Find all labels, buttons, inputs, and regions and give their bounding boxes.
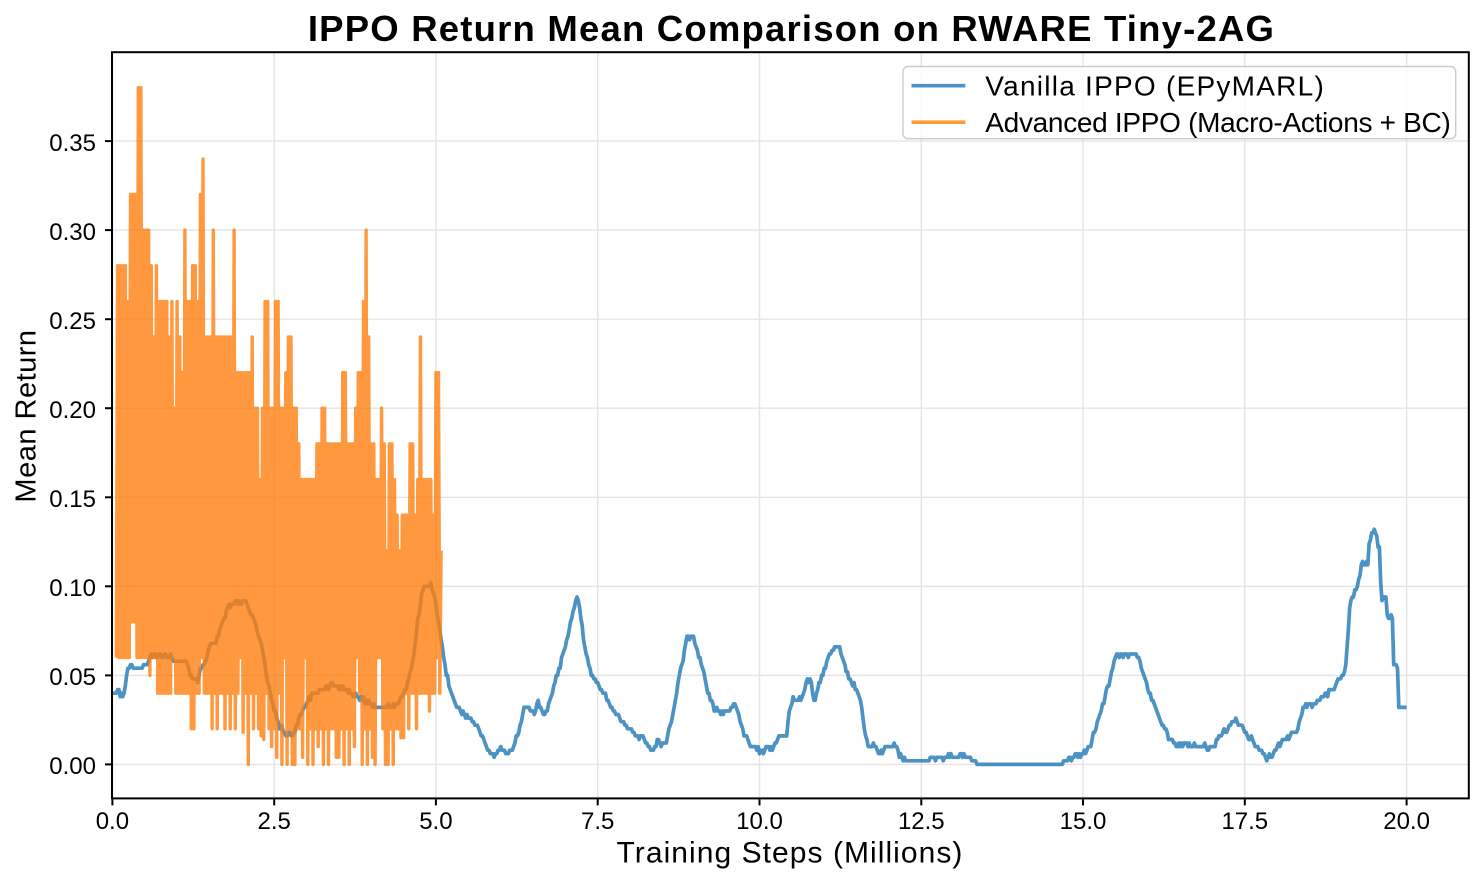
svg-text:12.5: 12.5 xyxy=(898,808,945,835)
svg-text:0.10: 0.10 xyxy=(49,575,96,602)
svg-text:IPPO Return Mean Comparison on: IPPO Return Mean Comparison on RWARE Tin… xyxy=(308,8,1275,49)
svg-text:15.0: 15.0 xyxy=(1060,808,1107,835)
svg-text:0.35: 0.35 xyxy=(49,130,96,157)
svg-text:Training Steps (Millions): Training Steps (Millions) xyxy=(617,837,964,870)
svg-text:0.05: 0.05 xyxy=(49,664,96,691)
svg-text:5.0: 5.0 xyxy=(419,808,452,835)
svg-text:10.0: 10.0 xyxy=(736,808,783,835)
svg-text:0.15: 0.15 xyxy=(49,486,96,513)
svg-text:0.20: 0.20 xyxy=(49,397,96,424)
svg-text:0.00: 0.00 xyxy=(49,753,96,780)
svg-text:7.5: 7.5 xyxy=(581,808,614,835)
svg-text:0.0: 0.0 xyxy=(96,808,129,835)
svg-text:Advanced IPPO (Macro-Actions +: Advanced IPPO (Macro-Actions + BC) xyxy=(985,107,1450,138)
svg-text:0.25: 0.25 xyxy=(49,308,96,335)
svg-text:Mean Return: Mean Return xyxy=(11,329,43,502)
svg-text:0.30: 0.30 xyxy=(49,219,96,246)
svg-text:17.5: 17.5 xyxy=(1221,808,1268,835)
svg-text:20.0: 20.0 xyxy=(1383,808,1430,835)
svg-text:Vanilla IPPO (EPyMARL): Vanilla IPPO (EPyMARL) xyxy=(985,70,1325,101)
svg-text:2.5: 2.5 xyxy=(258,808,291,835)
